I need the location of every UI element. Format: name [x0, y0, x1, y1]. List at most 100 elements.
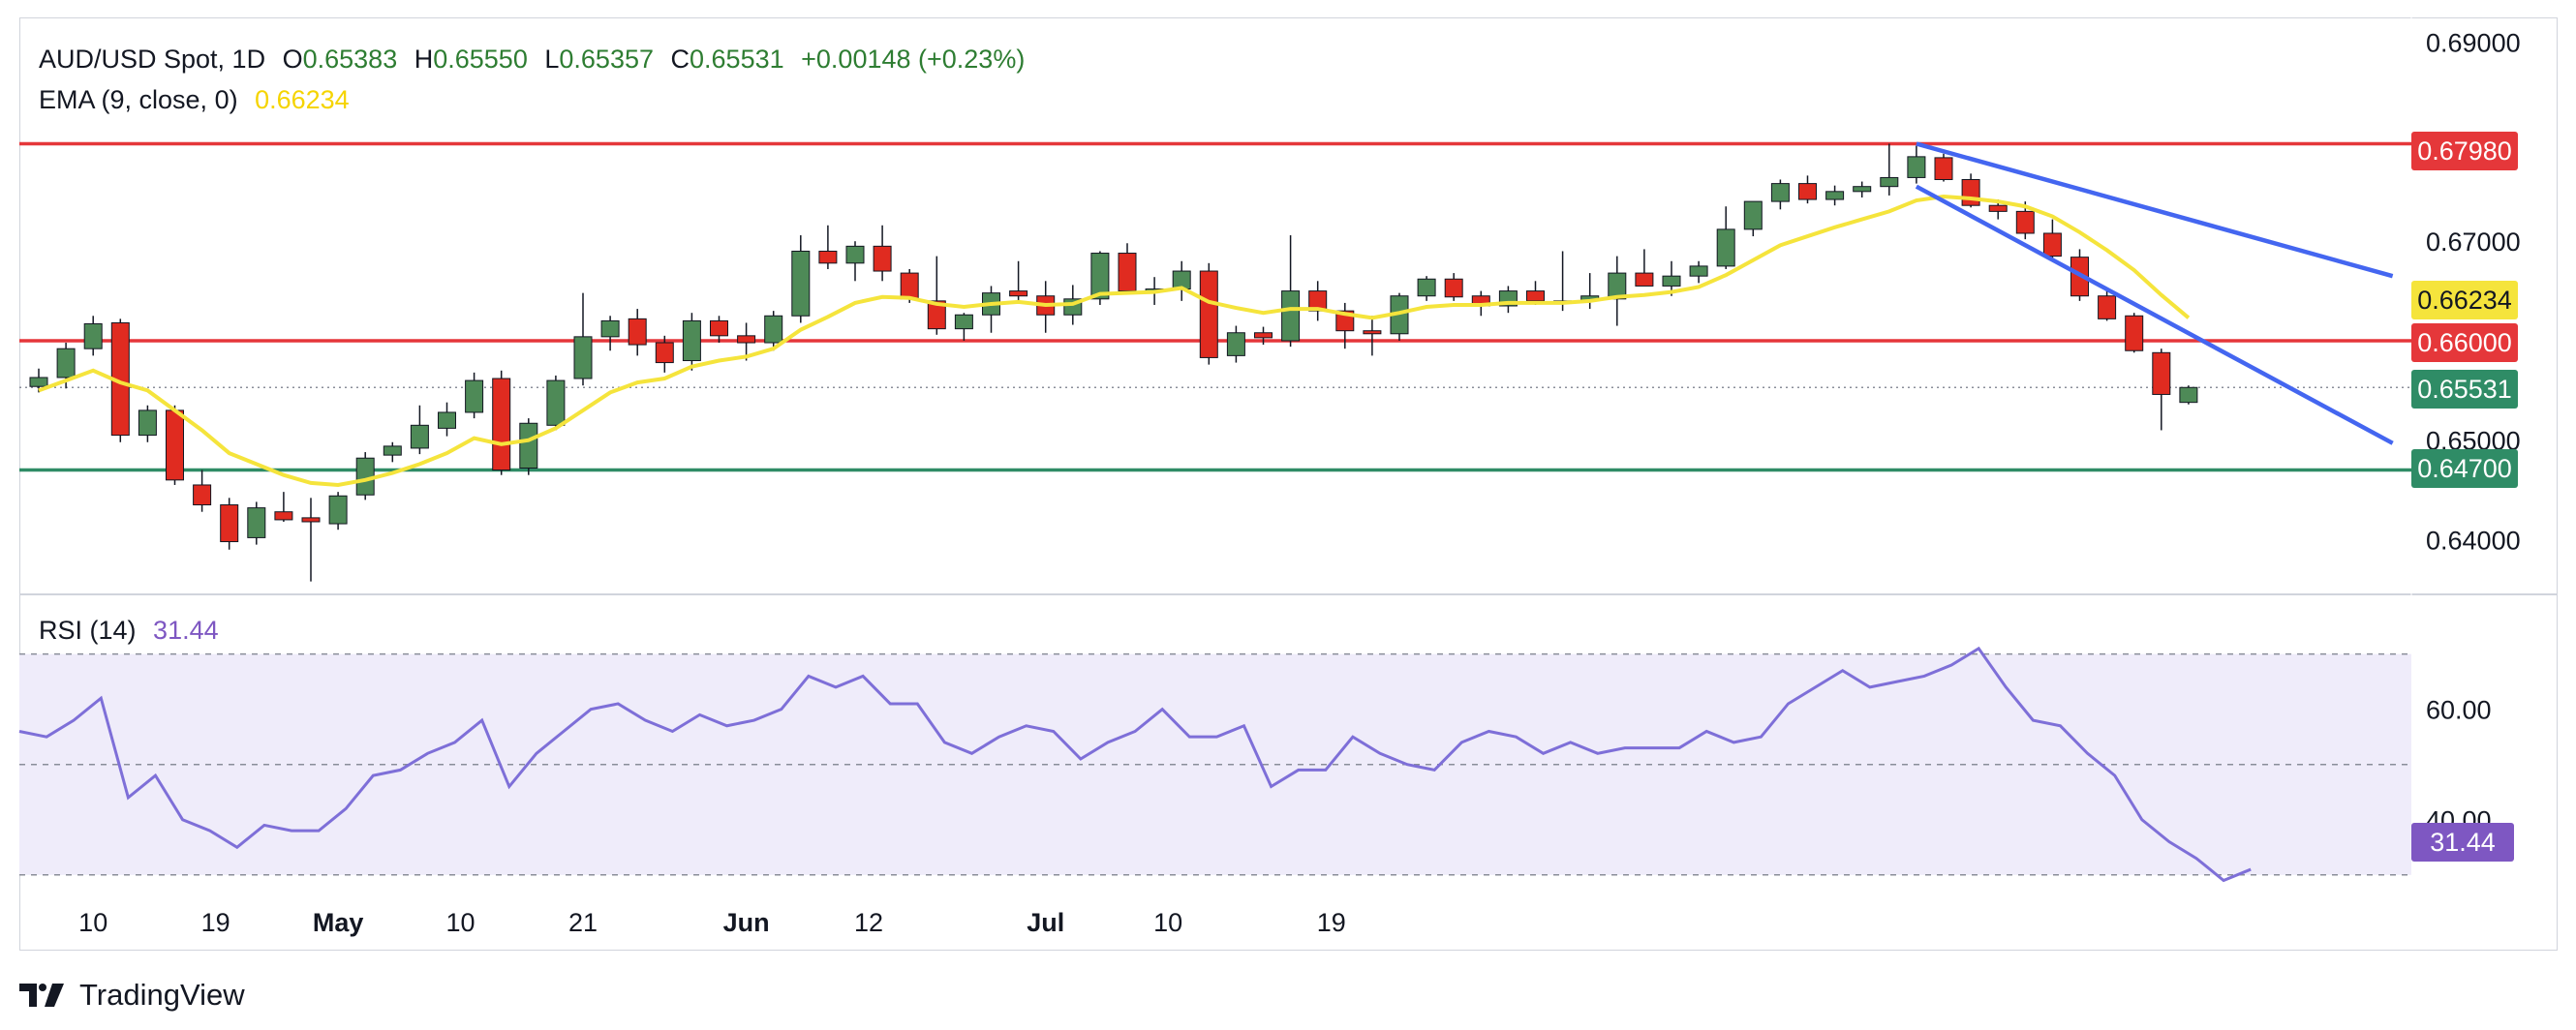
- candle: [1526, 281, 1545, 305]
- candle: [1635, 249, 1654, 287]
- candle-body: [2152, 351, 2171, 395]
- ema-value: 0.66234: [255, 85, 350, 114]
- time-tick-label: May: [313, 908, 364, 937]
- price-tag-current[interactable]: 0.65531: [2411, 370, 2518, 409]
- candle-body: [1689, 265, 1708, 277]
- candle: [655, 335, 674, 373]
- candle-body: [56, 348, 76, 379]
- candle-body: [764, 315, 783, 344]
- candle-body: [573, 336, 593, 379]
- trendline[interactable]: [1916, 141, 2394, 279]
- price-tag-resistance-mid[interactable]: 0.66000: [2411, 323, 2518, 362]
- low-value: 0.65357: [559, 45, 654, 74]
- candle: [1036, 281, 1056, 333]
- candle: [1226, 325, 1245, 363]
- candle: [193, 470, 212, 512]
- symbol-title[interactable]: AUD/USD Spot, 1D: [39, 45, 266, 74]
- ema-legend: EMA (9, close, 0) 0.66234: [39, 85, 359, 115]
- candle: [438, 402, 456, 437]
- candle-body: [166, 409, 184, 481]
- price-tag-support[interactable]: 0.64700: [2411, 449, 2518, 488]
- candle: [710, 316, 728, 344]
- candlestick-series: [29, 143, 2198, 582]
- candle: [982, 286, 1000, 333]
- ema-label[interactable]: EMA (9, close, 0): [39, 85, 238, 114]
- candle: [328, 492, 348, 530]
- candle: [1308, 281, 1328, 321]
- candle: [492, 370, 511, 475]
- candle-body: [1526, 290, 1545, 302]
- candle-body: [1444, 278, 1463, 298]
- candle-body: [1662, 275, 1681, 287]
- candle-body: [410, 424, 429, 449]
- open-value: 0.65383: [302, 45, 398, 74]
- time-tick-label: 19: [201, 908, 230, 937]
- candle-body: [954, 314, 973, 330]
- ema-series: [38, 194, 2191, 487]
- candle: [410, 405, 429, 455]
- candle-body: [1961, 178, 1980, 206]
- trendline[interactable]: [1915, 184, 2394, 445]
- candle: [2042, 219, 2062, 259]
- candle: [818, 225, 838, 269]
- horizontal-levels[interactable]: [19, 141, 2411, 472]
- candle-body: [1308, 290, 1328, 312]
- rsi-label[interactable]: RSI (14): [39, 616, 137, 645]
- candle-body: [1417, 278, 1436, 297]
- candle-body: [710, 319, 728, 337]
- candle-body: [1009, 290, 1028, 297]
- ema-line: [38, 194, 2191, 487]
- candle: [355, 452, 375, 500]
- candle: [247, 501, 266, 545]
- brand-name: TradingView: [79, 978, 245, 1012]
- rsi-line: [18, 646, 2252, 883]
- candle: [546, 375, 566, 431]
- candle: [845, 241, 865, 282]
- candle: [1498, 286, 1518, 314]
- change-value: +0.00148 (+0.23%): [801, 45, 1026, 74]
- price-tick-label: 0.69000: [2426, 29, 2521, 58]
- candle-body: [845, 245, 865, 264]
- candle-body: [193, 484, 212, 506]
- price-tag-ema[interactable]: 0.66234: [2411, 281, 2518, 319]
- candle: [1118, 243, 1137, 293]
- candle-body: [247, 507, 266, 538]
- candle: [1444, 273, 1463, 301]
- candle: [954, 313, 973, 341]
- candle-body: [1825, 191, 1845, 200]
- ohlc-legend: AUD/USD Spot, 1D O0.65383 H0.65550 L0.65…: [39, 45, 1034, 75]
- candle-body: [655, 342, 674, 364]
- candle-body: [465, 379, 484, 413]
- candle: [1254, 326, 1273, 346]
- trendlines[interactable]: [1915, 141, 2394, 445]
- candle: [301, 498, 321, 582]
- candle-body: [2125, 315, 2144, 351]
- candle-body: [83, 322, 103, 349]
- candle-body: [1880, 176, 1899, 188]
- low-label: L: [544, 45, 560, 74]
- candle: [873, 225, 892, 282]
- candle: [682, 313, 701, 371]
- candle-body: [818, 250, 838, 264]
- candle: [1363, 316, 1382, 356]
- candle-body: [1608, 272, 1627, 300]
- candle-body: [2042, 232, 2062, 258]
- tradingview-logo[interactable]: TradingView: [19, 976, 245, 1015]
- candle: [383, 441, 402, 463]
- candle: [1716, 206, 1735, 269]
- price-tag-rsi[interactable]: 31.44: [2411, 823, 2514, 862]
- candle-body: [274, 511, 293, 521]
- candle: [1907, 145, 1926, 184]
- candle-body: [1934, 157, 1953, 180]
- time-tick-label: 10: [1153, 908, 1182, 937]
- candle-body: [1988, 204, 2008, 212]
- price-tag-resistance-high[interactable]: 0.67980: [2411, 132, 2518, 170]
- candle-body: [873, 245, 892, 272]
- candle-body: [29, 377, 48, 387]
- candle: [274, 492, 293, 522]
- open-label: O: [282, 45, 303, 74]
- candle: [1770, 179, 1790, 210]
- candle-body: [927, 300, 946, 330]
